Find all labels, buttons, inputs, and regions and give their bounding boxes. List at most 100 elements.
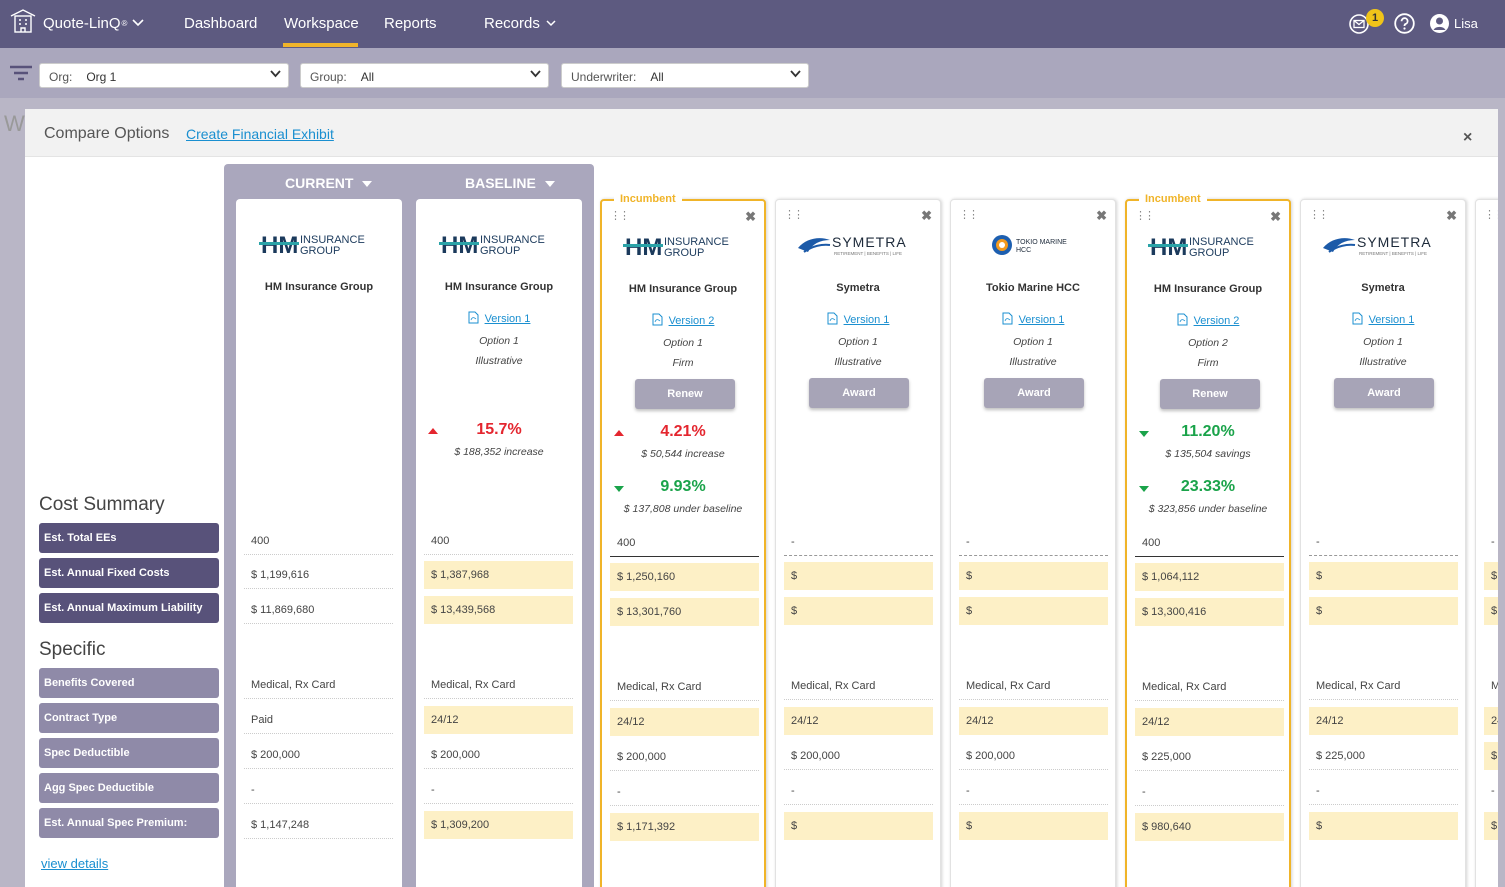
value-cell: 24/12 <box>959 707 1108 735</box>
arrow-down-icon <box>1139 486 1149 492</box>
carrier-logo: HM INSURANCE GROUP <box>416 229 582 259</box>
drag-handle-icon[interactable]: ⋮⋮ <box>784 209 804 221</box>
option-label: Option 1 <box>1013 336 1053 348</box>
quote-status: Firm <box>1197 357 1219 369</box>
award-button[interactable]: Award <box>1334 378 1434 408</box>
value-cell: $ 200,000 <box>959 742 1108 770</box>
chevron-down-icon <box>270 70 281 78</box>
svg-text:RETIREMENT | BENEFITS | LIFE: RETIREMENT | BENEFITS | LIFE <box>1359 251 1427 256</box>
value-cell: Medical, Rx Card <box>1135 673 1284 701</box>
value-cell: $ 225,000 <box>1309 742 1458 770</box>
value-cell: $ <box>959 562 1108 590</box>
value-cell: $ 200,000 <box>244 741 393 769</box>
quote-status: Illustrative <box>475 355 523 367</box>
value-cell: $ <box>1484 562 1498 590</box>
app-registered-mark: ® <box>121 18 128 28</box>
nav-dashboard[interactable]: Dashboard <box>184 15 258 32</box>
pdf-document-icon <box>1002 312 1013 325</box>
renew-button[interactable]: Renew <box>635 379 735 409</box>
help-icon[interactable] <box>1394 13 1415 34</box>
carrier-logo: TOKIO MARINE HCC <box>951 230 1115 260</box>
view-details-link[interactable]: view details <box>41 856 109 871</box>
caret-down-icon <box>362 181 373 187</box>
app-name: Quote-LinQ <box>43 14 121 32</box>
value-cell: $ <box>959 597 1108 625</box>
close-icon[interactable]: × <box>1463 129 1473 146</box>
user-name[interactable]: Lisa <box>1454 16 1478 31</box>
version-link[interactable]: Version 1 <box>1301 312 1465 326</box>
carrier-logo: HM INSURANCE GROUP <box>236 229 402 259</box>
baseline-percent: 23.33% <box>1180 478 1236 495</box>
value-cell: - <box>784 777 933 805</box>
close-icon[interactable]: ✖ <box>921 208 932 223</box>
nav-reports[interactable]: Reports <box>384 15 437 32</box>
change-percent: 15.7% <box>476 421 522 438</box>
caret-down-icon <box>544 181 555 187</box>
value-cell: $ 13,300,416 <box>1135 598 1284 626</box>
value-cell: $ 225,000 <box>1135 743 1284 771</box>
drag-handle-icon[interactable]: ⋮⋮ <box>959 209 979 221</box>
modal-title: Compare Options <box>44 125 170 142</box>
option-label: Option 1 <box>479 335 519 347</box>
value-cell: 400 <box>424 527 573 555</box>
underwriter-select[interactable]: Underwriter: All <box>561 63 809 88</box>
baseline-header-dropdown[interactable]: BASELINE <box>465 175 555 191</box>
user-avatar-icon[interactable] <box>1429 13 1450 34</box>
value-cell: 24/12 <box>1309 707 1458 735</box>
value-cell: - <box>244 776 393 804</box>
version-link[interactable]: Version 1 <box>776 312 940 326</box>
value-cell: - <box>784 528 933 556</box>
renew-button[interactable]: Renew <box>1160 379 1260 409</box>
drag-handle-icon[interactable]: ⋮⋮ <box>1484 209 1498 221</box>
nav-workspace[interactable]: Workspace <box>284 15 359 32</box>
value-cell: - <box>1135 778 1284 806</box>
value-cell: Medical, Rx Card <box>784 672 933 700</box>
value-cell: $ 980,640 <box>1135 813 1284 841</box>
version-link[interactable]: Version 1 <box>951 312 1115 326</box>
close-icon[interactable]: ✖ <box>745 209 756 224</box>
value-cell: Paid <box>244 706 393 734</box>
svg-text:RETIREMENT | BENEFITS | LIFE: RETIREMENT | BENEFITS | LIFE <box>834 251 902 256</box>
close-icon[interactable]: ✖ <box>1270 209 1281 224</box>
value-cell: $ <box>1309 562 1458 590</box>
group-select[interactable]: Group: All <box>300 63 549 88</box>
row-label-max-liability: Est. Annual Maximum Liability <box>39 593 219 623</box>
change-amount: $ 188,352 increase <box>454 446 544 458</box>
arrow-down-icon <box>1139 431 1149 437</box>
pdf-document-icon <box>468 311 479 324</box>
award-button[interactable]: Award <box>984 378 1084 408</box>
app-logo[interactable]: Quote-LinQ ® <box>8 8 145 38</box>
drag-handle-icon[interactable]: ⋮⋮ <box>1309 209 1329 221</box>
nav-records[interactable]: Records <box>484 15 556 32</box>
award-button[interactable]: Award <box>809 378 909 408</box>
version-link[interactable]: Version 2 <box>602 313 764 327</box>
value-cell: Medical, Rx Card <box>424 671 573 699</box>
carrier-name: HM Insurance Group <box>444 281 554 293</box>
version-link[interactable]: Version 1 <box>416 311 582 325</box>
value-cell: 24/12 <box>610 708 759 736</box>
pdf-document-icon <box>1177 313 1188 326</box>
drag-handle-icon[interactable]: ⋮⋮ <box>610 210 630 222</box>
close-icon[interactable]: ✖ <box>1096 208 1107 223</box>
value-cell: Medical, Rx Card <box>1309 672 1458 700</box>
change-amount: $ 135,504 savings <box>1165 448 1251 460</box>
underwriter-select-value: All <box>650 70 664 84</box>
value-cell: - <box>424 776 573 804</box>
filter-icon[interactable] <box>10 65 32 81</box>
close-icon[interactable]: ✖ <box>1446 208 1457 223</box>
row-label-fixed-costs: Est. Annual Fixed Costs <box>39 558 219 588</box>
value-cell: - <box>1491 536 1495 548</box>
current-header-dropdown[interactable]: CURRENT <box>285 175 373 191</box>
svg-text:TOKIO MARINE: TOKIO MARINE <box>1016 239 1067 246</box>
version-link[interactable]: Version 2 <box>1127 313 1289 327</box>
drag-handle-icon[interactable]: ⋮⋮ <box>1135 210 1155 222</box>
org-select[interactable]: Org: Org 1 <box>39 63 289 88</box>
option-column: ⋮⋮ ✖ TOKIO MARINE HCC Tokio Marine HCC Versio… <box>950 199 1116 887</box>
create-financial-exhibit-link[interactable]: Create Financial Exhibit <box>186 126 334 142</box>
change-amount: $ 50,544 increase <box>641 448 725 460</box>
value-cell: $ <box>784 812 933 840</box>
